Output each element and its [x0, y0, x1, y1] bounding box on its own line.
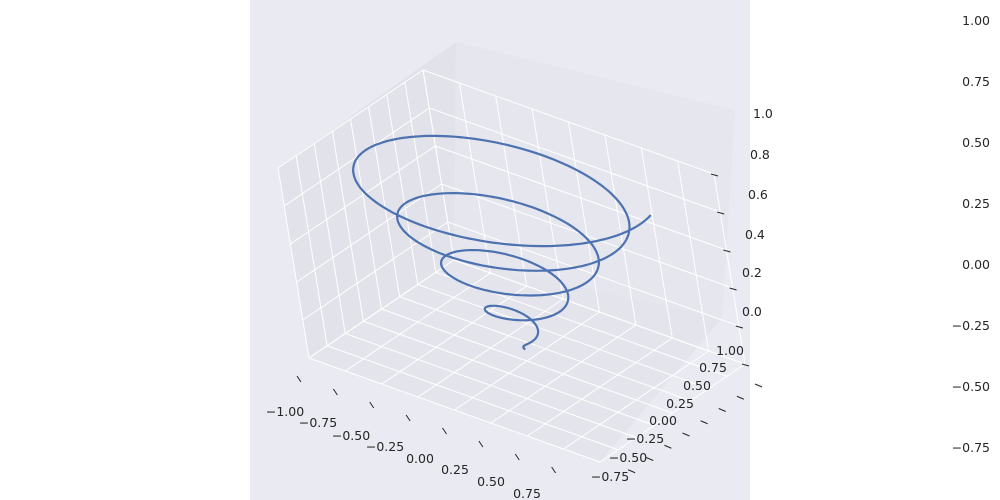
right-pane-grid-line	[422, 69, 455, 261]
tick-marks	[296, 173, 763, 474]
side-y-tick-label: −0.25	[952, 318, 990, 333]
x-tick-label: −0.75	[299, 415, 337, 430]
y-tick-mark	[646, 457, 654, 461]
x-tick-mark	[369, 401, 375, 409]
left-pane-grid-line	[350, 118, 382, 310]
left-pane-grid-line	[295, 155, 328, 346]
right-pane-grid-line	[429, 107, 721, 213]
left-pane-grid-line	[368, 106, 401, 297]
floor-grid-line	[345, 333, 637, 438]
x-tick-label: 0.25	[441, 462, 469, 477]
side-y-tick-label: 0.50	[962, 135, 990, 150]
left-pane-grid-line	[404, 82, 437, 273]
z-tick-label: 0.6	[748, 187, 768, 202]
left-pane-grid-line	[296, 183, 442, 283]
right-pane-grid-line	[422, 69, 715, 175]
left-pane-grid-line	[308, 259, 455, 359]
right-pane-grid-line	[604, 134, 637, 326]
y-tick-mark	[627, 469, 636, 474]
y-tick-label: 1.00	[716, 343, 744, 358]
x-tick-label: −1.00	[266, 404, 304, 419]
left-pane-grid-line	[277, 167, 310, 359]
z-tick-mark	[717, 211, 725, 215]
left-pane-grid-line	[386, 94, 419, 285]
right-pane-grid-line	[495, 95, 528, 287]
right-pane-grid-line	[435, 145, 727, 251]
y-tick-mark	[718, 408, 726, 412]
y-tick-mark	[682, 432, 690, 437]
z-tick-label: 0.8	[750, 147, 770, 162]
y-tick-label: −0.50	[609, 450, 647, 465]
x-tick-label: −0.25	[366, 439, 404, 454]
floor-grid-line	[399, 296, 691, 402]
floor-grid-line	[363, 320, 655, 426]
x-tick-mark	[405, 414, 411, 422]
y-tick-label: −0.75	[591, 469, 629, 484]
side-axis-tick-labels: 1.00 0.75 0.50 0.25 0.00 −0.25 −0.50 −0.…	[952, 13, 990, 455]
left-pane-grid-line	[290, 145, 436, 245]
right-pane-grid-line	[453, 259, 746, 365]
x-tick-labels: −1.00 −0.75 −0.50 −0.25 0.00 0.25 0.50 0…	[266, 404, 541, 500]
left-pane-grid-line	[313, 143, 346, 334]
right-pane-grid-line	[640, 147, 673, 339]
x-tick-mark	[514, 453, 520, 461]
right-pane-grid-line	[441, 183, 733, 289]
side-y-tick-label: −0.75	[952, 440, 990, 455]
left-pane-grid-line	[302, 221, 449, 321]
z-tick-label: 0.2	[742, 265, 762, 280]
right-pane-grid-line	[447, 221, 739, 327]
helix-line	[352, 134, 652, 351]
x-tick-label: 0.75	[513, 486, 541, 500]
z-tick-mark	[723, 249, 731, 253]
y-tick-label: −0.25	[626, 431, 664, 446]
floor-grid-line	[417, 284, 709, 389]
y-tick-labels: −0.75 −0.50 −0.25 0.00 0.25 0.50 0.75 1.…	[591, 343, 744, 484]
y-tick-label: 0.25	[666, 396, 694, 411]
x-tick-mark	[551, 466, 557, 474]
left-pane-grid-line	[331, 131, 364, 322]
z-tick-labels: 0.0 0.2 0.4 0.6 0.8 1.0	[742, 106, 773, 319]
floor-grid-line	[326, 345, 619, 451]
floor-grid-line	[308, 357, 601, 463]
right-pane-grid-line	[531, 108, 564, 300]
x-tick-label: 0.00	[406, 451, 434, 466]
side-y-tick-label: 1.00	[962, 13, 990, 28]
x-tick-mark	[332, 388, 338, 396]
right-pane-grid-line	[713, 173, 746, 365]
z-tick-label: 1.0	[753, 106, 773, 121]
left-pane-grid-line	[277, 69, 424, 169]
z-tick-mark	[710, 173, 719, 177]
y-tick-label: 0.00	[649, 413, 677, 428]
x-tick-mark	[478, 440, 484, 448]
z-tick-mark	[729, 287, 737, 291]
side-y-tick-label: −0.50	[952, 379, 990, 394]
right-pane-grid-line	[568, 121, 600, 313]
side-y-tick-label: 0.00	[962, 257, 990, 272]
y-tick-label: 0.50	[683, 378, 711, 393]
y-tick-mark	[754, 383, 763, 388]
x-tick-mark	[296, 375, 302, 383]
x-tick-mark	[442, 427, 447, 435]
y-tick-mark	[664, 444, 672, 449]
side-y-tick-label: 0.75	[962, 74, 990, 89]
floor-grid-line	[381, 308, 673, 414]
z-tick-label: 0.4	[745, 227, 765, 242]
y-tick-label: 0.75	[699, 360, 727, 375]
y-tick-mark	[736, 395, 745, 400]
y-tick-mark	[700, 420, 708, 425]
side-y-tick-label: 0.25	[962, 196, 990, 211]
z-tick-mark	[741, 363, 750, 367]
right-pane-grid-line	[677, 160, 710, 352]
z-tick-mark	[735, 325, 743, 329]
x-tick-label: 0.50	[477, 474, 505, 489]
x-tick-label: −0.50	[332, 428, 370, 443]
z-tick-label: 0.0	[742, 304, 762, 319]
